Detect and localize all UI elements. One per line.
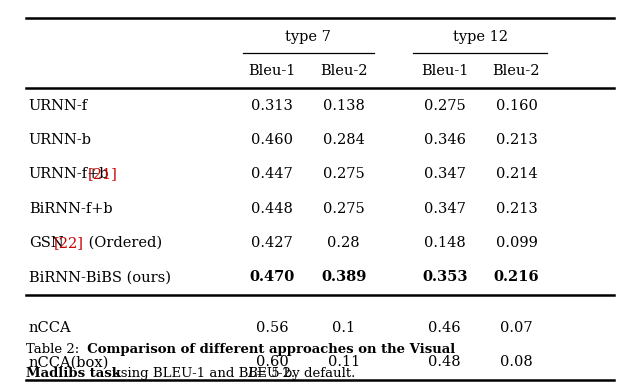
Text: 0.160: 0.160 [495, 99, 538, 113]
Text: 0.389: 0.389 [321, 270, 366, 284]
Text: 0.448: 0.448 [251, 202, 293, 216]
Text: URNN-f: URNN-f [29, 99, 88, 113]
Text: 0.275: 0.275 [323, 167, 365, 181]
Text: 0.346: 0.346 [424, 133, 466, 147]
Text: Madlibs task: Madlibs task [26, 367, 120, 380]
Text: [21]: [21] [88, 167, 118, 181]
Text: 0.46: 0.46 [429, 321, 461, 335]
Text: Bleu-1: Bleu-1 [421, 64, 468, 78]
Text: URNN-f+b: URNN-f+b [29, 167, 109, 181]
Text: Table 2:: Table 2: [26, 343, 79, 356]
Text: 0.60: 0.60 [255, 356, 289, 369]
Text: URNN-b: URNN-b [29, 133, 92, 147]
Text: Comparison of different approaches on the Visual: Comparison of different approaches on th… [78, 343, 455, 356]
Text: Bleu-2: Bleu-2 [320, 64, 367, 78]
Text: 0.08: 0.08 [500, 356, 533, 369]
Text: = 5 by default.: = 5 by default. [256, 367, 355, 380]
Text: 0.28: 0.28 [328, 236, 360, 250]
Text: 0.148: 0.148 [424, 236, 466, 250]
Text: 0.275: 0.275 [424, 99, 466, 113]
Text: 0.347: 0.347 [424, 202, 466, 216]
Text: Bleu-2: Bleu-2 [493, 64, 540, 78]
Text: [22]: [22] [54, 236, 84, 250]
Text: nCCA: nCCA [29, 321, 72, 335]
Text: BiRNN-f+b: BiRNN-f+b [29, 202, 113, 216]
Text: BiRNN-BiBS (ours): BiRNN-BiBS (ours) [29, 270, 171, 284]
Text: 0.353: 0.353 [422, 270, 468, 284]
Text: 0.214: 0.214 [495, 167, 538, 181]
Text: type 12: type 12 [453, 30, 508, 44]
Text: 0.347: 0.347 [424, 167, 466, 181]
Text: B: B [247, 367, 257, 380]
Text: 0.447: 0.447 [251, 167, 293, 181]
Text: 0.470: 0.470 [250, 270, 294, 284]
Text: 0.1: 0.1 [332, 321, 355, 335]
Text: nCCA(box): nCCA(box) [29, 356, 109, 369]
Text: type 7: type 7 [285, 30, 331, 44]
Text: 0.099: 0.099 [495, 236, 538, 250]
Text: Bleu-1: Bleu-1 [248, 64, 296, 78]
Text: 0.284: 0.284 [323, 133, 365, 147]
Text: 0.216: 0.216 [493, 270, 540, 284]
Text: 0.275: 0.275 [323, 202, 365, 216]
Text: 0.138: 0.138 [323, 99, 365, 113]
Text: 0.07: 0.07 [500, 321, 532, 335]
Text: 0.313: 0.313 [251, 99, 293, 113]
Text: 0.11: 0.11 [328, 356, 360, 369]
Text: 0.48: 0.48 [429, 356, 461, 369]
Text: 0.213: 0.213 [495, 133, 538, 147]
Text: 0.427: 0.427 [251, 236, 293, 250]
Text: (Ordered): (Ordered) [84, 236, 162, 250]
Text: 0.56: 0.56 [256, 321, 288, 335]
Text: 0.213: 0.213 [495, 202, 538, 216]
Text: 0.460: 0.460 [251, 133, 293, 147]
Text: GSN: GSN [29, 236, 63, 250]
Text: using BLEU-1 and BLEU-2.: using BLEU-1 and BLEU-2. [108, 367, 303, 380]
